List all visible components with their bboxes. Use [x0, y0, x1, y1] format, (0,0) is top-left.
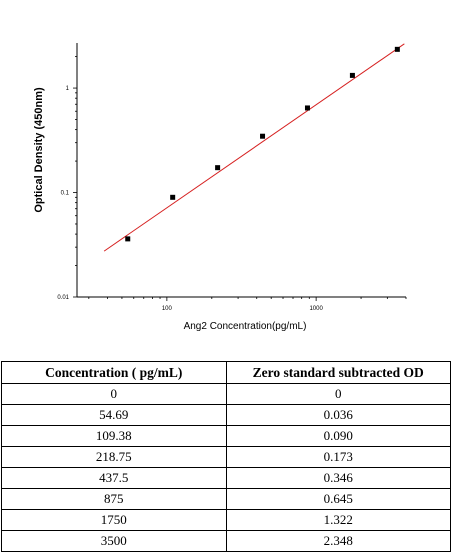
fit-line	[103, 43, 405, 252]
x-tick-label: 100	[162, 306, 173, 312]
cell-od: 0.645	[225, 488, 451, 510]
chart-axes	[76, 43, 406, 298]
cell-od: 2.348	[225, 530, 451, 552]
data-point	[125, 236, 131, 242]
cell-od: 0.346	[225, 467, 451, 489]
cell-od: 1.322	[225, 509, 451, 531]
table-row: 3500 2.348	[1, 530, 451, 552]
table-row: 1750 1.322	[1, 509, 451, 531]
y-tick-label: 0.1	[61, 191, 70, 197]
cell-concentration: 0	[1, 383, 227, 405]
fit-line-group	[103, 43, 405, 252]
y-tick-label: 1	[66, 86, 70, 92]
cell-od: 0.173	[225, 446, 451, 468]
table-row: 109.38 0.090	[1, 425, 451, 447]
column-header-concentration: Concentration ( pg/mL)	[1, 361, 227, 384]
cell-concentration: 54.69	[1, 404, 227, 426]
y-tick-label: 0.01	[57, 295, 69, 301]
cell-od: 0.036	[225, 404, 451, 426]
data-table: Concentration ( pg/mL) Zero standard sub…	[1, 361, 451, 552]
column-header-od: Zero standard subtracted OD	[225, 361, 451, 384]
table-row: 54.69 0.036	[1, 404, 451, 426]
x-tick-label: 1000	[309, 306, 323, 312]
cell-concentration: 3500	[1, 530, 227, 552]
cell-concentration: 1750	[1, 509, 227, 531]
data-point	[260, 133, 266, 139]
cell-concentration: 875	[1, 488, 227, 510]
cell-concentration: 218.75	[1, 446, 227, 468]
cell-od: 0.090	[225, 425, 451, 447]
data-point	[170, 194, 176, 200]
data-point	[304, 105, 310, 111]
table-row: 218.75 0.173	[1, 446, 451, 468]
data-point	[349, 72, 355, 78]
standard-curve-chart: 0.01 0.1 1 100 1000 Optical Density (450nm) …	[33, 43, 407, 332]
data-points	[125, 46, 400, 242]
x-axis-title: Ang2 Concentration(pg/mL)	[184, 321, 307, 332]
cell-concentration: 109.38	[1, 425, 227, 447]
table-row: 437.5 0.346	[1, 467, 451, 489]
table-row: 875 0.645	[1, 488, 451, 510]
y-axis-title: Optical Density (450nm)	[33, 87, 45, 213]
data-point	[394, 46, 400, 52]
chart-ticks: 0.01 0.1 1 100 1000	[57, 56, 407, 312]
data-point	[215, 165, 221, 171]
cell-od: 0	[225, 383, 451, 405]
cell-concentration: 437.5	[1, 467, 227, 489]
table-header-row: Concentration ( pg/mL) Zero standard sub…	[1, 361, 451, 384]
